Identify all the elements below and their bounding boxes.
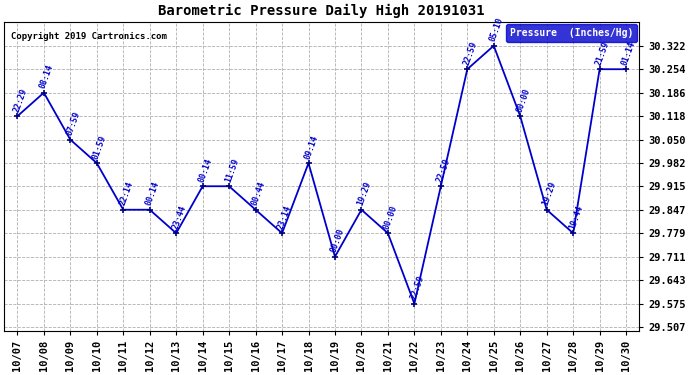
Text: 01:14: 01:14 xyxy=(620,40,638,66)
Text: 05:10: 05:10 xyxy=(488,16,505,43)
Text: 07:59: 07:59 xyxy=(65,110,81,137)
Text: 11:59: 11:59 xyxy=(224,157,240,183)
Text: 22:59: 22:59 xyxy=(408,274,426,301)
Text: 22:14: 22:14 xyxy=(117,180,135,207)
Text: 19:29: 19:29 xyxy=(541,180,558,207)
Text: 23:44: 23:44 xyxy=(170,204,188,230)
Text: 08:14: 08:14 xyxy=(38,63,55,90)
Text: 19:44: 19:44 xyxy=(567,204,584,230)
Legend: Pressure  (Inches/Hg): Pressure (Inches/Hg) xyxy=(506,24,638,42)
Text: 22:29: 22:29 xyxy=(12,87,29,113)
Title: Barometric Pressure Daily High 20191031: Barometric Pressure Daily High 20191031 xyxy=(159,4,485,18)
Text: 22:59: 22:59 xyxy=(462,40,479,66)
Text: 00:00: 00:00 xyxy=(382,204,400,230)
Text: 22:59: 22:59 xyxy=(435,157,452,183)
Text: 01:59: 01:59 xyxy=(91,134,108,160)
Text: 23:14: 23:14 xyxy=(277,204,293,230)
Text: 09:14: 09:14 xyxy=(303,134,320,160)
Text: 21:59: 21:59 xyxy=(594,40,611,66)
Text: 00:44: 00:44 xyxy=(250,180,267,207)
Text: 19:29: 19:29 xyxy=(356,180,373,207)
Text: 00:00: 00:00 xyxy=(329,227,346,254)
Text: 00:00: 00:00 xyxy=(515,87,531,113)
Text: 00:14: 00:14 xyxy=(144,180,161,207)
Text: Copyright 2019 Cartronics.com: Copyright 2019 Cartronics.com xyxy=(10,32,166,40)
Text: 00:14: 00:14 xyxy=(197,157,214,183)
